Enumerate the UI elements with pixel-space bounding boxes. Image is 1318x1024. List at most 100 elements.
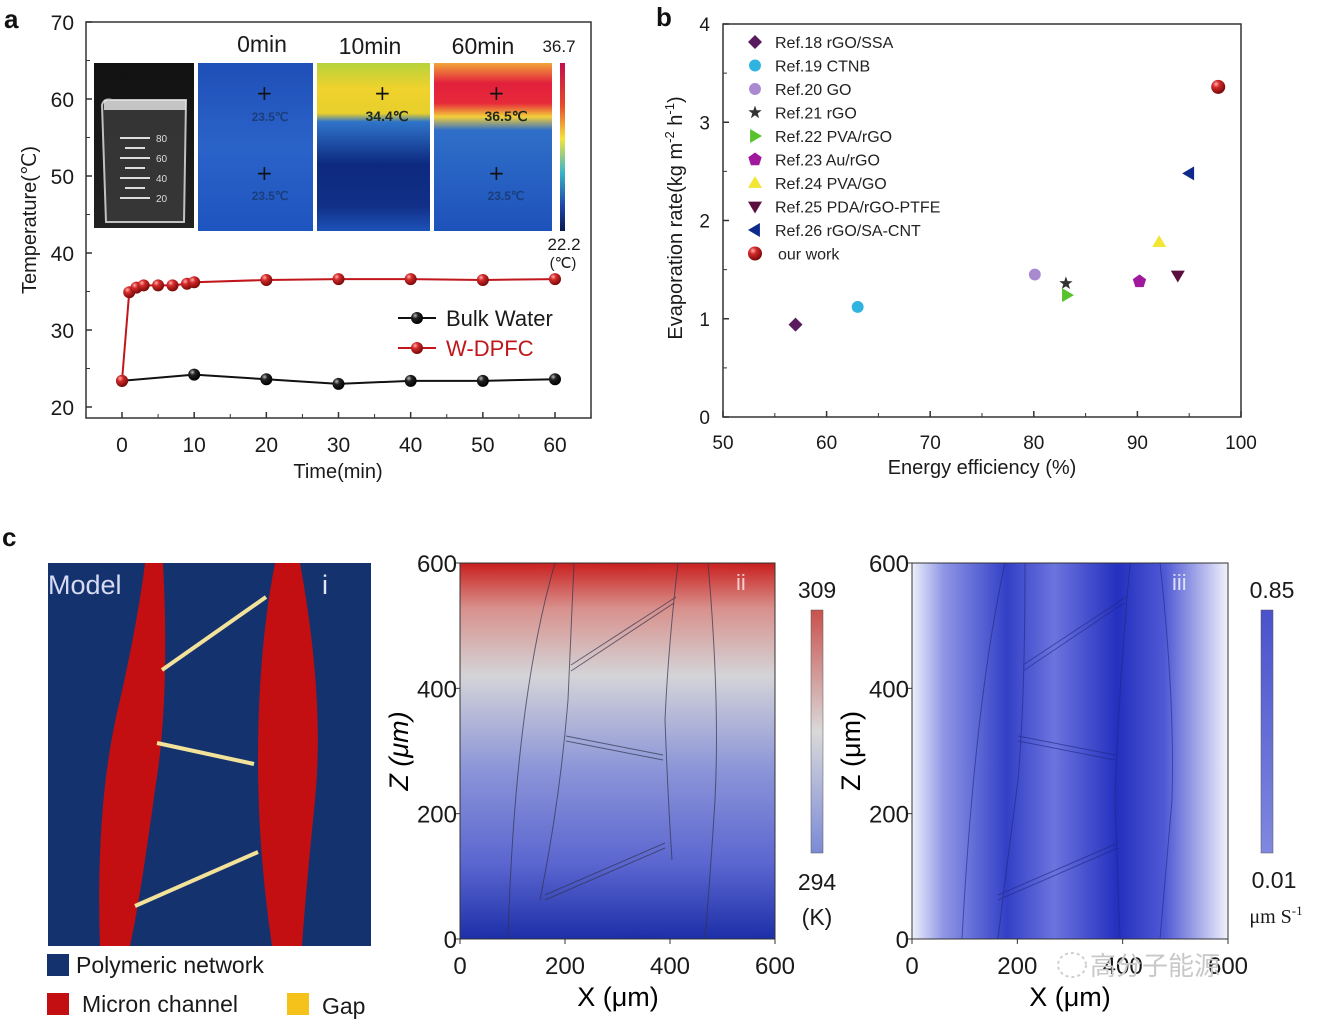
crosshair-markers: + + + + + <box>256 81 505 185</box>
gap-lower <box>134 850 259 908</box>
crosshair-icon: + <box>488 81 505 105</box>
y-tick-label: 200 <box>869 802 909 829</box>
gap-upper <box>160 595 268 672</box>
panel-c-iii-y-axis-label: Z (μm) <box>836 711 866 791</box>
legend-item: Ref.23 Au/rGO <box>748 152 880 170</box>
legend-label: Ref.25 PDA/rGO-PTFE <box>775 200 940 217</box>
legend-marker-circle <box>749 83 761 95</box>
legend-label: Micron channel <box>82 991 238 1017</box>
legend-label: Ref.21 rGO <box>775 106 857 123</box>
panel-b-x-ticks: 50 60 70 80 90 100 <box>712 411 1257 454</box>
x-tick-label: 400 <box>1103 953 1143 980</box>
data-point <box>404 273 417 286</box>
data-point <box>188 276 201 289</box>
x-tick-label: 40 <box>399 434 422 457</box>
ir-colorbar <box>560 63 565 231</box>
data-point-ref-26-rgo-sa-cnt <box>1182 166 1195 181</box>
data-point-ref-21-rgo <box>1059 276 1073 289</box>
legend-item: our work <box>748 246 840 264</box>
temperature-colorbar-unit: (K) <box>802 904 833 930</box>
panel-a-letter: a <box>4 4 19 34</box>
ir-lower-temp-60min: 23.5℃ <box>488 189 525 203</box>
panel-c-ii-frame <box>459 562 776 940</box>
data-point <box>260 373 273 386</box>
panel-c-iii-ticks: 00 200 200 400 400 600 600 <box>869 551 1248 980</box>
legend-item: Ref.22 PVA/rGO <box>750 129 892 146</box>
data-point-ref-22-pva-rgo <box>1062 288 1074 303</box>
legend-label: W-DPFC <box>446 336 534 361</box>
ir-image-60min <box>434 63 552 231</box>
data-point-ref-20-go <box>1028 268 1041 281</box>
panel-c-ii-ticks: 00 200 200 400 400 600 600 <box>417 551 795 980</box>
x-tick-label: 60 <box>816 433 837 454</box>
legend-item: Ref.19 CTNB <box>749 59 870 76</box>
y-tick-label: 400 <box>417 676 457 703</box>
y-tick-label: 20 <box>51 397 74 420</box>
ir-title-0min: 0min <box>237 31 287 57</box>
velocity-colorbar-min: 0.01 <box>1252 867 1297 893</box>
ir-title-60min: 60min <box>452 33 515 59</box>
y-tick-label: 50 <box>51 166 74 189</box>
y-tick-label: 0 <box>444 927 457 954</box>
watermark-text: 高分子能源 <box>1090 952 1220 982</box>
temperature-colorbar <box>810 609 824 854</box>
panel-a-y-axis-label: Temperature(℃) <box>19 146 41 294</box>
x-tick-label: 10 <box>182 434 205 457</box>
ir-colorbar-min: 22.2 <box>547 235 580 254</box>
x-tick-label: 50 <box>471 434 494 457</box>
legend-item: Ref.26 rGO/SA-CNT <box>748 223 921 240</box>
ir-colorbar-max: 36.7 <box>542 37 575 56</box>
legend-marker-triangle-up <box>748 176 762 188</box>
legend-item: Ref.18 rGO/SSA <box>748 35 894 52</box>
x-tick-label: 90 <box>1127 433 1148 454</box>
legend-item: Ref.21 rGO <box>748 105 857 123</box>
legend-marker-triangle-left <box>748 223 760 237</box>
panel-b-y-axis-label: Evaporation rate(kg m-2 h-1) <box>662 96 687 339</box>
model-title: Model <box>48 570 122 600</box>
legend-marker-red-sphere <box>411 342 423 354</box>
wechat-logo-icon <box>1057 952 1087 978</box>
y-tick-label: 70 <box>51 12 74 35</box>
gap-middle <box>156 741 255 766</box>
data-point-ref-18-rgo-ssa <box>788 317 803 332</box>
data-point <box>549 273 561 286</box>
micron-channel-right <box>258 563 318 946</box>
y-tick-label: 3 <box>699 113 710 134</box>
x-tick-label: 0 <box>116 434 128 457</box>
panel-c-letter: c <box>2 522 16 552</box>
y-tick-label: 1 <box>699 310 710 331</box>
y-tick-label: 600 <box>417 551 457 578</box>
ir-image-10min <box>317 63 430 231</box>
legend-item: Ref.24 PVA/GO <box>748 176 887 193</box>
legend-label: Gap <box>322 993 365 1019</box>
y-tick-label: 60 <box>51 89 74 112</box>
x-tick-label: 70 <box>920 433 941 454</box>
ir-spot-temp-10min: 34.4℃ <box>366 108 409 124</box>
legend-item-w-dpfc: W-DPFC <box>398 336 534 361</box>
legend-swatch-micron-channel <box>47 993 69 1015</box>
velocity-colorbar <box>1260 609 1274 854</box>
panel-a-inset: 80 60 40 20 0min 10min 60min + + + + + 2… <box>94 31 581 272</box>
x-tick-label: 80 <box>1023 433 1044 454</box>
legend-label: Ref.20 GO <box>775 82 851 99</box>
panel-c-i-model: Model i Polymeric network Micron channel… <box>47 563 371 1019</box>
x-tick-label: 0 <box>905 953 918 980</box>
panel-a-series <box>116 273 561 390</box>
data-point-ref-23-au-rgo <box>1132 274 1147 288</box>
panel-c-ii-temperature: ii 00 200 200 400 400 600 600 Z (μm) X (μm) 30… <box>384 551 836 1012</box>
legend-label: Bulk Water <box>446 306 553 331</box>
legend-swatch-polymeric <box>47 954 69 976</box>
panel-c-iii-x-axis-label: X (μm) <box>1029 982 1111 1012</box>
model-legend: Polymeric network Micron channel Gap <box>47 952 365 1019</box>
legend-marker-black-sphere <box>411 312 423 324</box>
crosshair-icon: + <box>256 81 273 105</box>
micron-channel-left <box>99 563 166 946</box>
legend-label: our work <box>778 247 840 264</box>
velocity-colorbar-unit: μm S-1 <box>1249 903 1302 928</box>
y-tick-label: 2 <box>699 212 710 233</box>
legend-marker-pentagon <box>748 152 762 166</box>
x-tick-label: 60 <box>543 434 566 457</box>
x-tick-label: 20 <box>255 434 278 457</box>
legend-label: Ref.24 PVA/GO <box>775 176 887 193</box>
